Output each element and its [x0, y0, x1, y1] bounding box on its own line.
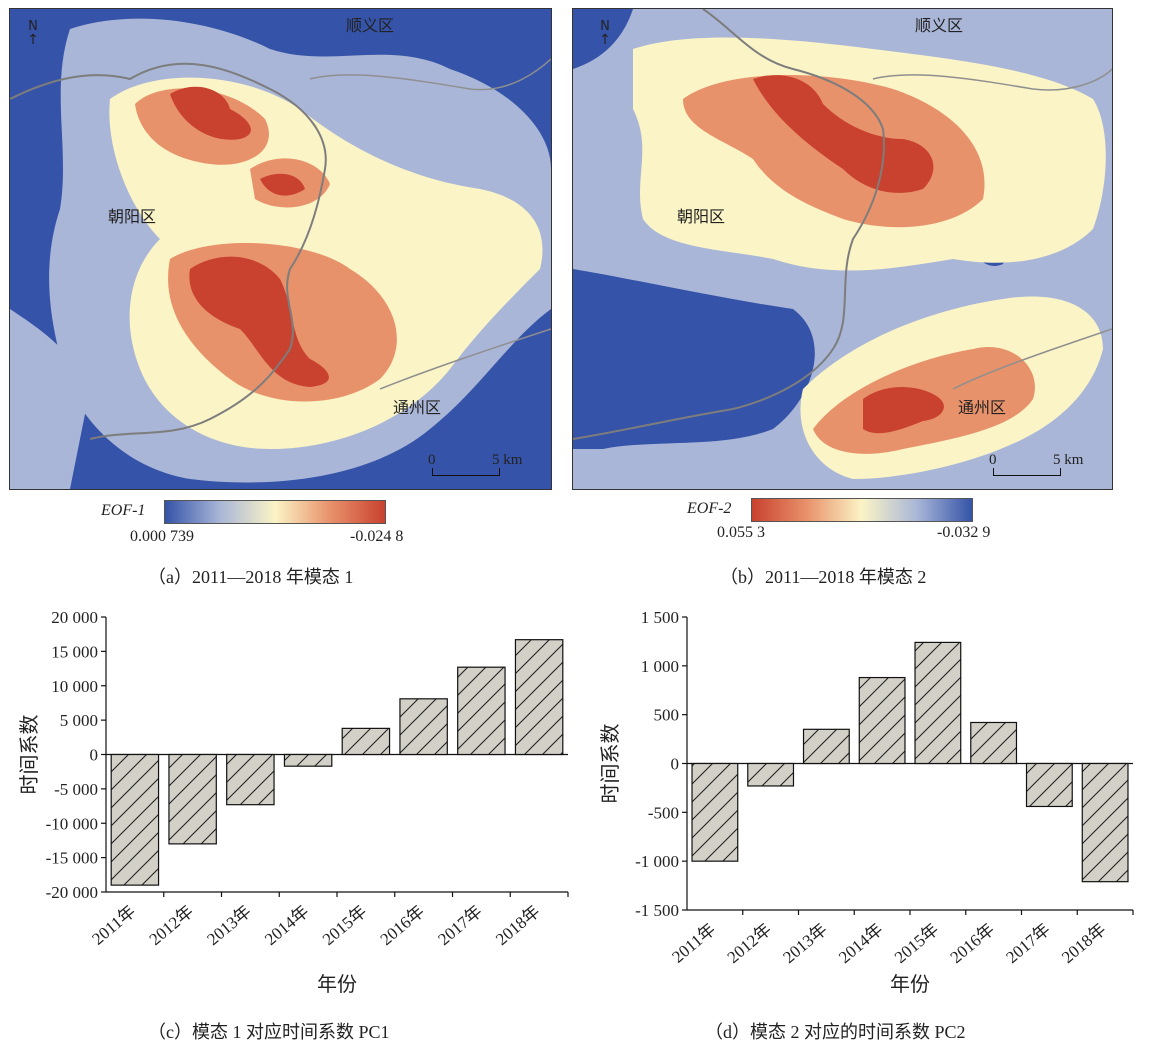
x-tick-label: 2015年: [891, 920, 942, 967]
district-label-bottom: 通州区: [393, 398, 442, 417]
bar: [858, 676, 906, 765]
x-tick-label: 2016年: [947, 920, 998, 967]
north-label: N: [28, 19, 38, 34]
legend-gradient: [164, 500, 386, 524]
caption-b: （b）2011—2018 年模态 2: [720, 567, 927, 587]
y-tick-label: -1 500: [635, 901, 679, 920]
north-arrow-icon: ↑: [599, 32, 611, 48]
x-tick-label: 2011年: [88, 902, 139, 949]
y-tick-label: 0: [671, 755, 680, 774]
map-panel-b: [572, 8, 1113, 490]
chart-pc2: 1 500 1 000 500 0 -500 -1 000 -1 500 2011年 2012年…: [575, 595, 1150, 1009]
bar: [747, 762, 795, 787]
y-tick-label: 500: [654, 706, 680, 725]
legend-title: EOF-2: [687, 500, 732, 517]
scale-bar-line: [432, 468, 500, 476]
y-tick-label: -10 000: [46, 814, 98, 833]
x-tick-label: 2014年: [261, 902, 312, 949]
district-label-top: 顺义区: [915, 16, 964, 35]
bar: [457, 666, 506, 756]
y-tick-label: 1 000: [641, 657, 679, 676]
y-tick-label: -500: [648, 803, 679, 822]
caption-a: （a）2011—2018 年模态 1: [148, 567, 354, 587]
district-label-top: 顺义区: [346, 16, 395, 35]
y-tick-label: 20 000: [51, 608, 98, 627]
y-tick-label: -15 000: [46, 849, 98, 868]
north-label: N: [600, 19, 610, 34]
bar: [970, 721, 1018, 765]
caption-c: （c）模态 1 对应时间系数 PC1: [148, 1022, 390, 1042]
legend-min-value: 0.000 739: [130, 528, 194, 545]
bar: [283, 753, 333, 767]
y-axis-title: 时间系数: [599, 724, 622, 804]
x-tick-label: 2012年: [724, 920, 775, 967]
x-tick-label: 2013年: [779, 920, 830, 967]
scale-start: 0: [428, 452, 436, 468]
scale-bar-line: [993, 468, 1061, 476]
bar: [1025, 762, 1073, 808]
bar: [226, 753, 275, 806]
caption-d: （d）模态 2 对应的时间系数 PC2: [705, 1022, 966, 1042]
y-tick-label: 1 500: [641, 608, 679, 627]
eof2-map-image: [573, 9, 1112, 489]
north-arrow-a: N ↑: [26, 19, 40, 48]
y-tick-label: 5 000: [60, 711, 98, 730]
district-label-left: 朝阳区: [108, 207, 157, 226]
y-tick-label: -5 000: [54, 780, 98, 799]
y-tick-label: 15 000: [51, 642, 98, 661]
x-tick-label: 2018年: [1058, 920, 1109, 967]
y-tick-label: -1 000: [635, 852, 679, 871]
bar: [110, 753, 160, 886]
x-tick-label: 2015年: [319, 902, 370, 949]
bar: [399, 698, 448, 756]
district-label-left: 朝阳区: [677, 207, 726, 226]
legend-max-value: -0.032 9: [937, 524, 991, 541]
bar: [1081, 762, 1129, 883]
north-arrow-icon: ↑: [27, 32, 39, 48]
district-label-bottom: 通州区: [958, 398, 1007, 417]
north-arrow-b: N ↑: [598, 19, 612, 48]
legend-min-value: 0.055 3: [717, 524, 765, 541]
y-axis-title: 时间系数: [18, 715, 41, 795]
bar: [514, 639, 564, 756]
y-tick-label: 10 000: [51, 677, 98, 696]
x-axis-title: 年份: [317, 973, 357, 996]
x-tick-label: 2014年: [835, 920, 886, 967]
x-tick-label: 2011年: [668, 920, 719, 967]
chart-pc1-svg: 20 000 15 000 10 000 5 000 0 -5 000 -10 000 -15…: [18, 608, 569, 996]
bar: [341, 727, 391, 756]
chart-pc1: 20 000 15 000 10 000 5 000 0 -5 000 -10 000 -15…: [0, 595, 580, 1009]
legend-max-value: -0.024 8: [350, 528, 404, 545]
bar: [691, 762, 739, 862]
map-panel-a: [9, 8, 552, 490]
eof1-map-image: [10, 9, 551, 489]
bar: [914, 641, 962, 765]
x-tick-label: 2012年: [146, 902, 197, 949]
x-tick-label: 2017年: [434, 902, 485, 949]
y-tick-label: 0: [90, 746, 99, 765]
legend-gradient: [751, 498, 973, 522]
bar: [802, 728, 850, 765]
y-tick-label: -20 000: [46, 883, 98, 902]
scale-end: 5 km: [492, 452, 523, 468]
x-tick-label: 2016年: [377, 902, 428, 949]
legend-title: EOF-1: [101, 502, 146, 519]
bar: [168, 753, 217, 845]
scale-end: 5 km: [1053, 452, 1084, 468]
x-tick-label: 2013年: [203, 902, 254, 949]
x-tick-label: 2017年: [1002, 920, 1053, 967]
scale-start: 0: [989, 452, 997, 468]
x-tick-label: 2018年: [492, 902, 543, 949]
x-axis-title: 年份: [890, 973, 930, 996]
